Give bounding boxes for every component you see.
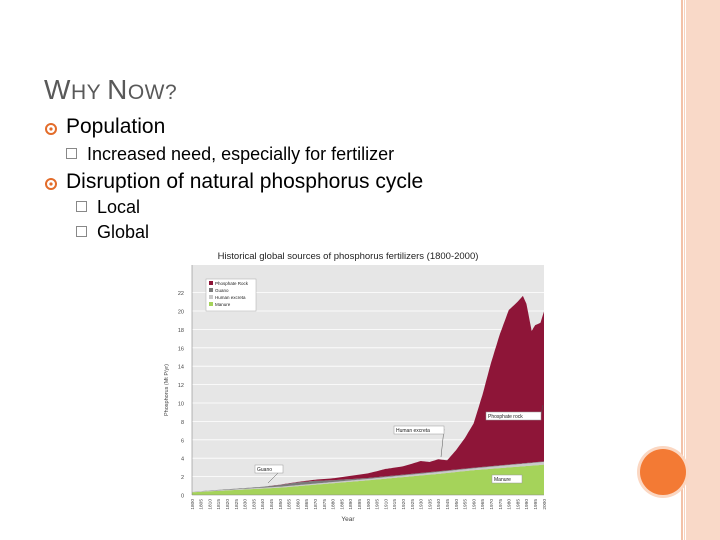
legend-swatch (209, 288, 213, 292)
bullet-icon (45, 123, 57, 135)
y-tick-label: 6 (181, 438, 184, 444)
legend-swatch (209, 281, 213, 285)
x-tick-label: 1985 (515, 499, 521, 510)
x-tick-label: 1800 (190, 499, 196, 510)
y-tick-label: 2 (181, 475, 184, 481)
x-tick-label: 1875 (322, 499, 328, 510)
x-tick-label: 1945 (445, 499, 451, 510)
frame-border (686, 0, 720, 540)
y-tick-label: 16 (178, 346, 184, 352)
y-tick-label: 20 (178, 310, 184, 316)
x-tick-label: 1820 (225, 499, 231, 510)
sub-bullet-global: Global (76, 222, 149, 243)
x-tick-label: 1980 (507, 499, 513, 510)
annotation-label: Guano (257, 467, 272, 473)
legend-swatch (209, 295, 213, 299)
annotation-box (485, 411, 542, 421)
legend-label: Human excreta (215, 295, 246, 300)
square-bullet-icon (66, 147, 77, 159)
bullet-population: Population (66, 115, 166, 138)
x-tick-label: 1930 (419, 499, 425, 510)
chart-svg: Historical global sources of phosphorus … (158, 245, 550, 525)
chart-title: Historical global sources of phosphorus … (218, 251, 479, 262)
annotation-label: Manure (494, 477, 511, 483)
annotation-box (393, 425, 445, 435)
x-tick-label: 1975 (498, 499, 504, 510)
x-tick-label: 1830 (243, 499, 249, 510)
x-tick-label: 1890 (348, 499, 354, 510)
bullet-icon (45, 178, 57, 190)
x-tick-label: 1840 (260, 499, 266, 510)
x-tick-label: 1955 (463, 499, 469, 510)
x-tick-label: 1910 (383, 499, 389, 510)
square-bullet-icon (76, 225, 87, 237)
x-tick-label: 1920 (401, 499, 407, 510)
y-tick-label: 4 (181, 457, 184, 463)
x-tick-label: 1990 (524, 499, 530, 510)
x-tick-label: 1960 (471, 499, 477, 510)
x-tick-label: 1925 (410, 499, 416, 510)
x-tick-label: 1870 (313, 499, 319, 510)
x-tick-label: 1965 (480, 499, 486, 510)
x-tick-label: 2000 (542, 499, 548, 510)
legend-box (205, 278, 257, 312)
y-tick-label: 0 (181, 494, 184, 500)
x-tick-label: 1810 (207, 499, 213, 510)
y-tick-label: 8 (181, 420, 184, 426)
x-tick-label: 1845 (269, 499, 275, 510)
x-tick-label: 1880 (331, 499, 337, 510)
bullet-disruption: Disruption of natural phosphorus cycle (66, 170, 424, 193)
legend-label: Phosphate Rock (215, 281, 249, 286)
annotation-box (491, 474, 523, 484)
y-tick-label: 18 (178, 328, 184, 334)
legend-swatch (209, 302, 213, 306)
x-tick-label: 1825 (234, 499, 240, 510)
decorative-circle (640, 449, 686, 495)
x-tick-label: 1860 (295, 499, 301, 510)
slide-title: WHY NOW? (44, 74, 178, 105)
x-tick-label: 1935 (427, 499, 433, 510)
annotation-label: Human excreta (396, 428, 430, 434)
x-tick-label: 1835 (251, 499, 257, 510)
square-bullet-icon (76, 200, 87, 212)
y-tick-label: 14 (178, 365, 184, 371)
phosphorus-chart: Historical global sources of phosphorus … (158, 245, 550, 525)
x-tick-label: 1885 (339, 499, 345, 510)
y-tick-label: 22 (178, 291, 184, 297)
x-tick-label: 1950 (454, 499, 460, 510)
annotation-label: Phosphate rock (488, 414, 523, 420)
x-axis-label: Year (341, 516, 355, 523)
x-tick-label: 1995 (533, 499, 539, 510)
x-tick-label: 1905 (375, 499, 381, 510)
x-tick-label: 1915 (392, 499, 398, 510)
frame-border-line (681, 0, 683, 540)
x-tick-label: 1940 (436, 499, 442, 510)
x-tick-label: 1895 (357, 499, 363, 510)
series-area-phosphate-rock (192, 295, 544, 492)
y-axis-label: Phosphorus (Mt P/yr) (164, 364, 170, 416)
x-tick-label: 1970 (489, 499, 495, 510)
legend-label: Guano (215, 288, 229, 293)
annotation-leader (540, 404, 544, 416)
x-tick-label: 1855 (287, 499, 293, 510)
x-tick-label: 1815 (216, 499, 222, 510)
y-tick-label: 10 (178, 402, 184, 408)
legend-label: Manure (215, 302, 231, 307)
annotation-box (254, 464, 284, 474)
sub-bullet-need: Increased need, especially for fertilize… (66, 144, 394, 165)
sub-bullet-local: Local (76, 197, 140, 218)
x-tick-label: 1850 (278, 499, 284, 510)
series-area-manure (192, 464, 544, 495)
x-tick-label: 1900 (366, 499, 372, 510)
x-tick-label: 1865 (304, 499, 310, 510)
y-tick-label: 12 (178, 383, 184, 389)
x-tick-label: 1805 (199, 499, 205, 510)
frame-border-line-inner (684, 0, 685, 540)
